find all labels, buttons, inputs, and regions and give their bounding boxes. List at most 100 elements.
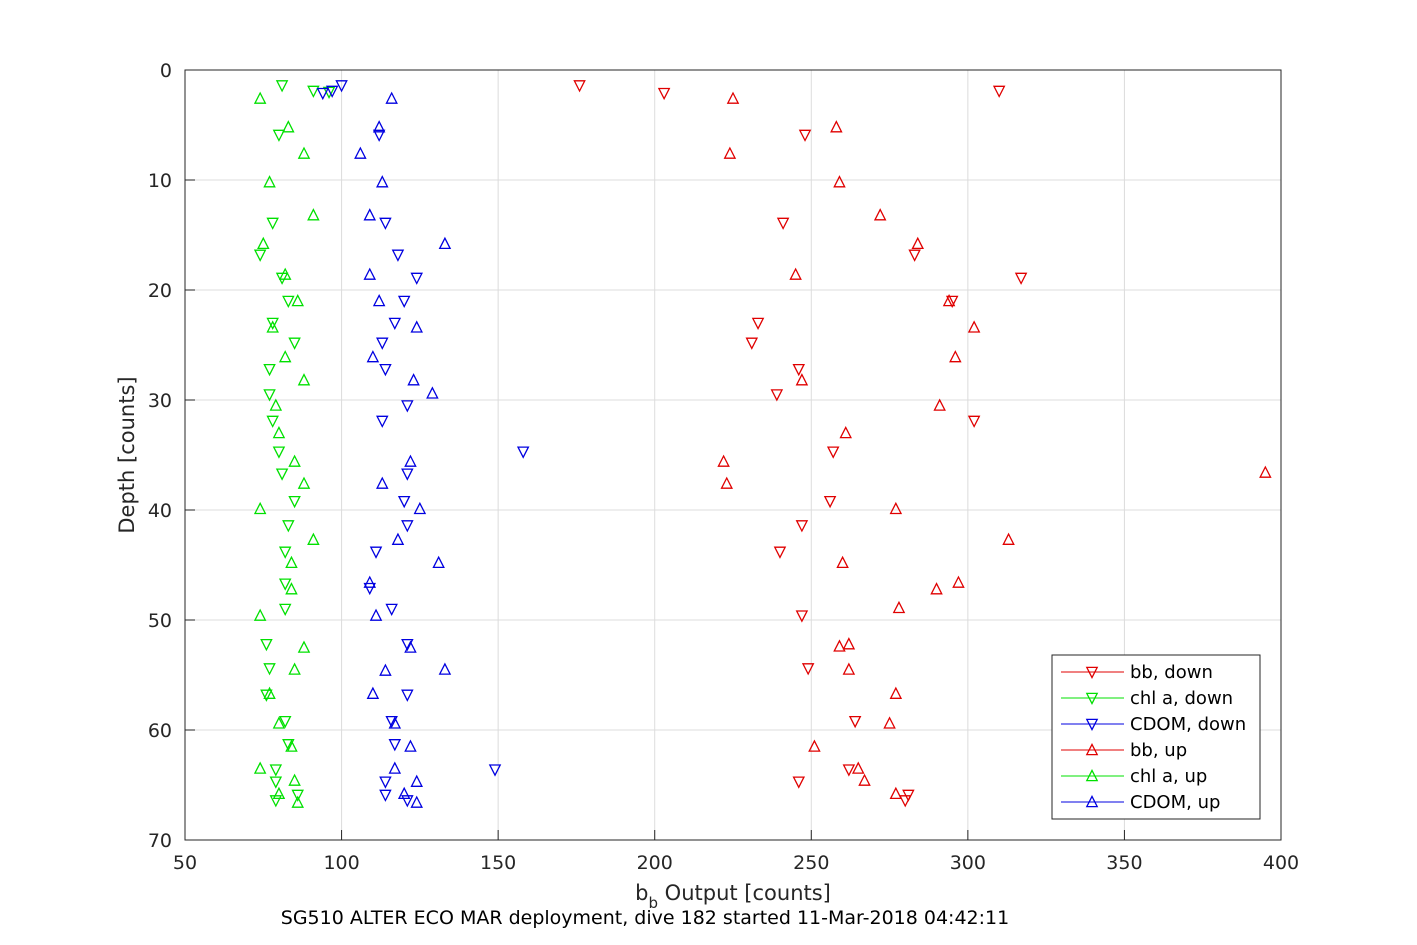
data-point bbox=[751, 317, 765, 331]
data-point bbox=[316, 87, 330, 101]
data-point bbox=[889, 686, 903, 699]
series-cdom-up bbox=[354, 91, 452, 808]
data-point bbox=[272, 446, 286, 459]
data-point bbox=[288, 495, 301, 509]
data-point bbox=[269, 398, 283, 411]
legend-marker bbox=[1085, 794, 1099, 808]
data-point bbox=[848, 715, 862, 729]
data-point bbox=[516, 446, 530, 459]
data-point bbox=[363, 267, 377, 280]
data-point bbox=[278, 578, 292, 591]
x-tick-label: 150 bbox=[480, 852, 516, 874]
data-point bbox=[266, 317, 279, 331]
data-point bbox=[275, 80, 289, 93]
data-point bbox=[363, 575, 377, 588]
data-point bbox=[801, 663, 815, 676]
data-point bbox=[379, 776, 392, 789]
data-point bbox=[823, 495, 837, 509]
data-point bbox=[942, 293, 956, 307]
data-point bbox=[335, 80, 348, 93]
data-point bbox=[307, 532, 320, 545]
data-point bbox=[808, 739, 821, 752]
data-point bbox=[401, 520, 414, 533]
footer-caption: SG510 ALTER ECO MAR deployment, dive 182… bbox=[281, 907, 1009, 929]
data-point bbox=[253, 761, 267, 774]
data-point bbox=[269, 776, 283, 789]
legend-label: CDOM, up bbox=[1130, 792, 1220, 813]
series-chl-a-down bbox=[253, 80, 336, 808]
data-point bbox=[366, 686, 380, 699]
legend-marker bbox=[1085, 692, 1099, 706]
data-point bbox=[573, 80, 586, 93]
data-point bbox=[410, 320, 423, 333]
x-axis-label-main: b bbox=[635, 881, 648, 905]
data-point bbox=[272, 716, 286, 729]
data-point bbox=[1259, 465, 1272, 478]
legend-label: CDOM, down bbox=[1130, 714, 1246, 735]
legend-entry-cdom-down: CDOM, down bbox=[1061, 714, 1246, 735]
data-point bbox=[401, 638, 414, 652]
data-point bbox=[285, 582, 298, 595]
legend-entry-chl-a-down: chl a, down bbox=[1061, 688, 1233, 709]
y-tick-label: 40 bbox=[148, 500, 172, 522]
data-point bbox=[773, 546, 787, 559]
data-point bbox=[363, 208, 377, 221]
data-point bbox=[282, 520, 295, 533]
data-point bbox=[263, 663, 276, 676]
data-point bbox=[889, 786, 903, 800]
data-point bbox=[858, 773, 871, 786]
legend-entry-bb-up: bb, up bbox=[1061, 740, 1187, 761]
y-tick-label: 10 bbox=[148, 170, 172, 192]
series-bb-down bbox=[573, 80, 1028, 808]
data-point bbox=[263, 686, 276, 699]
data-point bbox=[325, 85, 339, 98]
data-point bbox=[388, 761, 402, 774]
x-tick-label: 100 bbox=[323, 852, 359, 874]
x-tick-label: 300 bbox=[950, 852, 986, 874]
data-point bbox=[401, 400, 414, 413]
legend-box bbox=[1051, 654, 1261, 820]
data-point bbox=[930, 582, 943, 595]
data-point bbox=[889, 501, 903, 515]
data-point bbox=[842, 764, 856, 777]
data-point bbox=[397, 495, 411, 509]
data-point bbox=[291, 293, 304, 307]
data-point bbox=[789, 267, 802, 280]
data-point bbox=[410, 272, 423, 285]
y-tick-label: 30 bbox=[148, 390, 172, 412]
data-point bbox=[388, 317, 402, 331]
data-point bbox=[792, 363, 806, 377]
data-point bbox=[745, 337, 759, 350]
y-tick-label: 70 bbox=[148, 830, 172, 852]
data-point bbox=[795, 610, 809, 623]
legend-label: bb, up bbox=[1130, 740, 1187, 761]
data-point bbox=[266, 320, 279, 333]
legend-marker bbox=[1085, 742, 1099, 756]
data-point bbox=[723, 146, 737, 159]
data-point bbox=[272, 425, 286, 439]
data-point bbox=[275, 468, 289, 481]
data-point bbox=[288, 454, 301, 467]
legend-entry-cdom-up: CDOM, up bbox=[1061, 792, 1220, 813]
data-point bbox=[376, 175, 389, 188]
data-point bbox=[288, 337, 301, 350]
data-point bbox=[401, 795, 414, 808]
series-bb-up bbox=[717, 91, 1272, 800]
data-point bbox=[1002, 532, 1015, 545]
data-point bbox=[851, 761, 865, 774]
data-point bbox=[798, 129, 812, 142]
data-point bbox=[282, 120, 295, 133]
y-tick-label: 60 bbox=[148, 720, 172, 742]
data-point bbox=[488, 764, 502, 777]
data-point bbox=[967, 415, 981, 428]
data-point bbox=[297, 373, 311, 386]
data-point bbox=[278, 350, 292, 363]
data-point bbox=[372, 293, 386, 307]
data-point bbox=[376, 337, 389, 350]
data-point bbox=[278, 715, 292, 729]
data-point bbox=[275, 272, 289, 285]
data-point bbox=[792, 776, 806, 789]
data-point bbox=[385, 603, 398, 617]
data-point bbox=[933, 398, 946, 411]
legend-label: chl a, up bbox=[1130, 766, 1207, 787]
